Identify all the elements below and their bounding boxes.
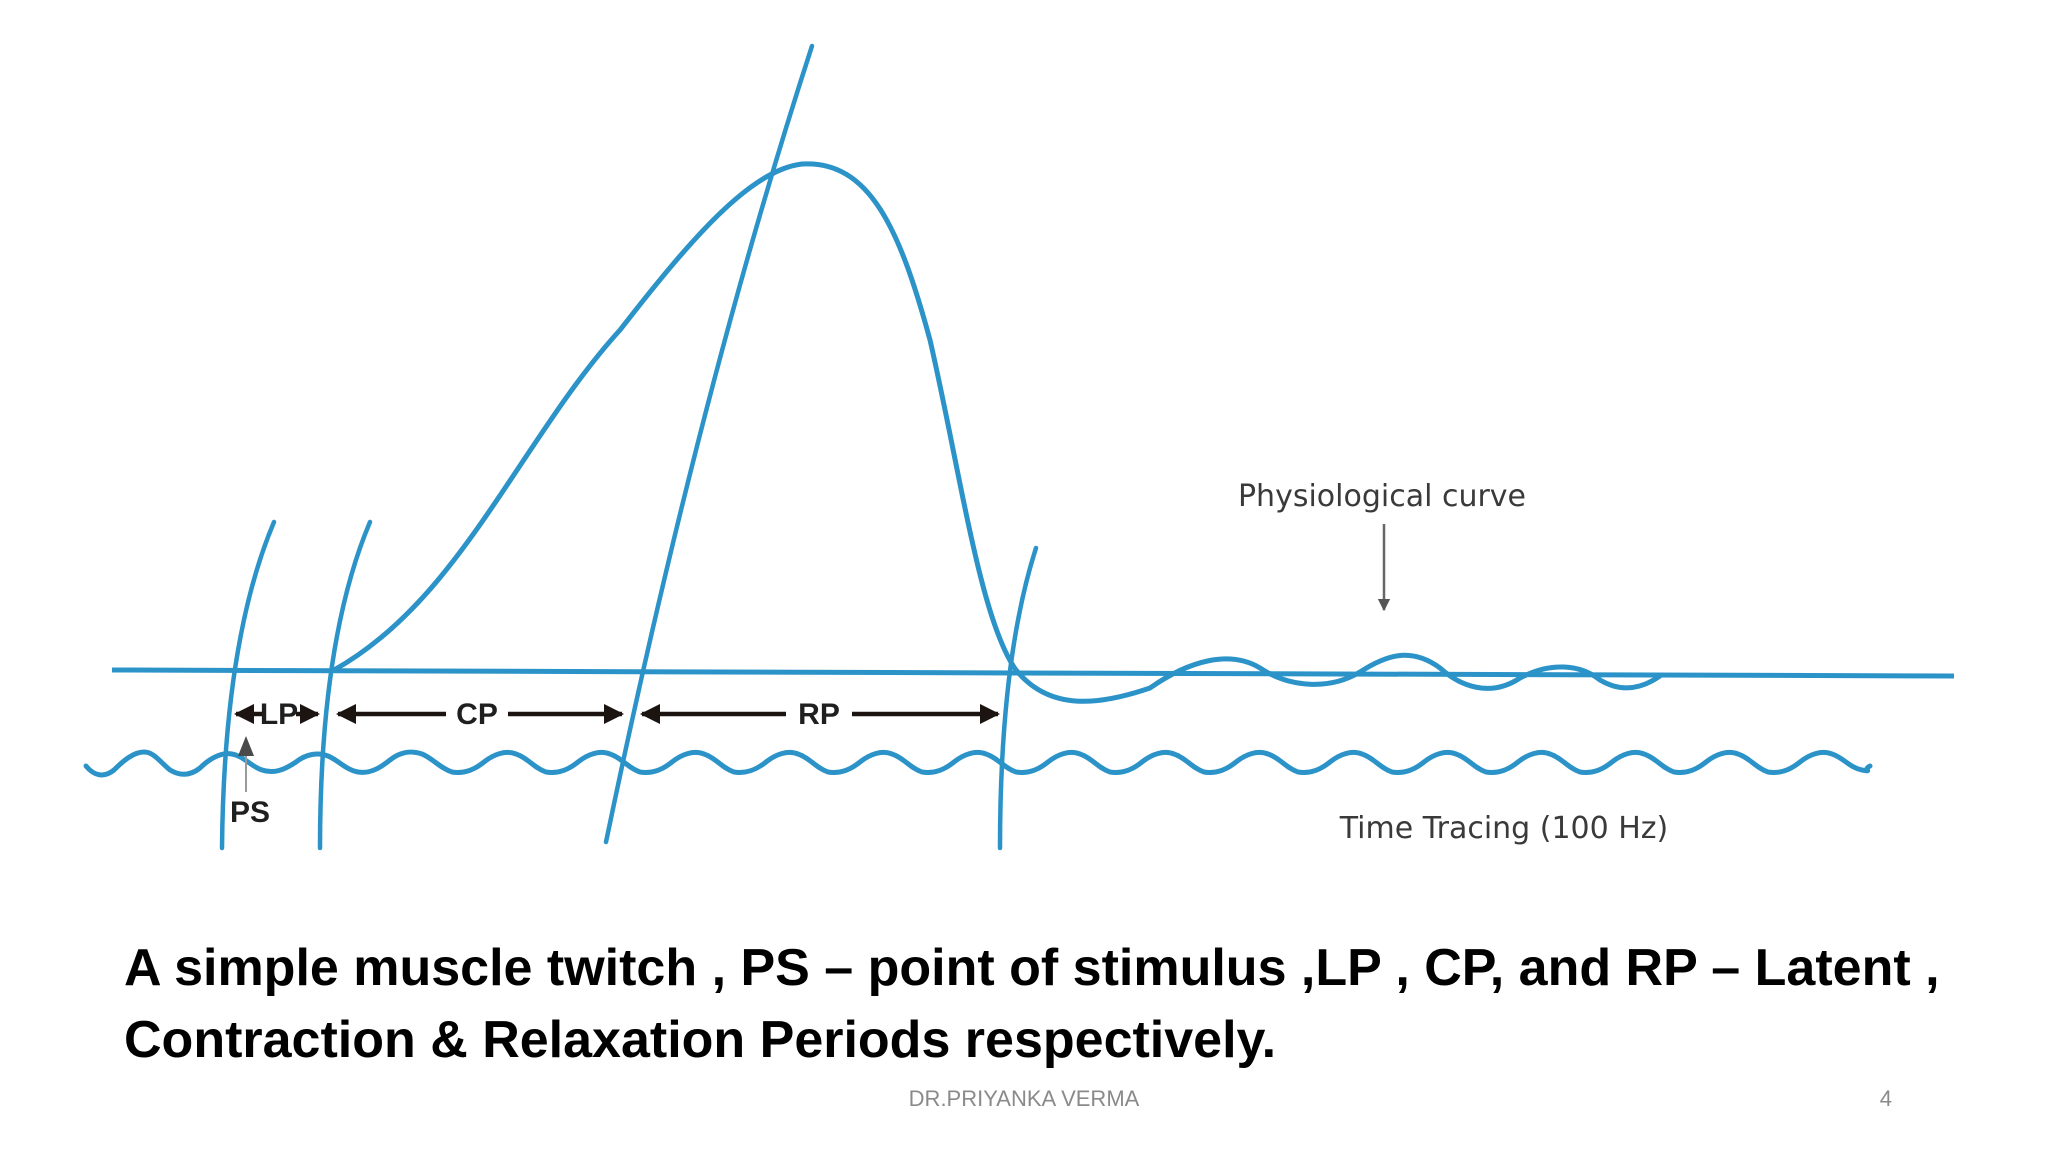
cp-label: CP <box>456 698 498 731</box>
baseline <box>111 667 1955 679</box>
ps-label: PS <box>230 796 270 829</box>
marker-line-lp-end <box>317 519 373 851</box>
twitch-curve <box>331 161 1663 704</box>
marker-line-stimulus <box>219 519 277 851</box>
caption-line-1: A simple muscle twitch , PS – point of s… <box>124 939 1940 997</box>
physiological-curve-label: Physiological curve <box>1238 479 1526 514</box>
muscle-twitch-diagram: LP CP RP PS Physiological curve Time Tra… <box>83 43 1955 851</box>
marker-line-rp-end <box>997 545 1039 851</box>
time-marker-lines <box>219 43 1039 851</box>
ps-pointer-head <box>238 736 254 756</box>
footer-author: DR.PRIYANKA VERMA <box>908 1086 1140 1111</box>
page-number: 4 <box>1879 1086 1892 1111</box>
time-tracing-label: Time Tracing (100 Hz) <box>1339 811 1669 846</box>
lp-label: LP <box>260 698 298 731</box>
slide-caption: A simple muscle twitch , PS – point of s… <box>124 932 1984 1076</box>
marker-line-cp-end <box>603 43 815 845</box>
rp-label: RP <box>798 698 840 731</box>
caption-line-2: Contraction & Relaxation Periods respect… <box>124 1011 1277 1069</box>
time-tracing-wave <box>83 749 1873 778</box>
